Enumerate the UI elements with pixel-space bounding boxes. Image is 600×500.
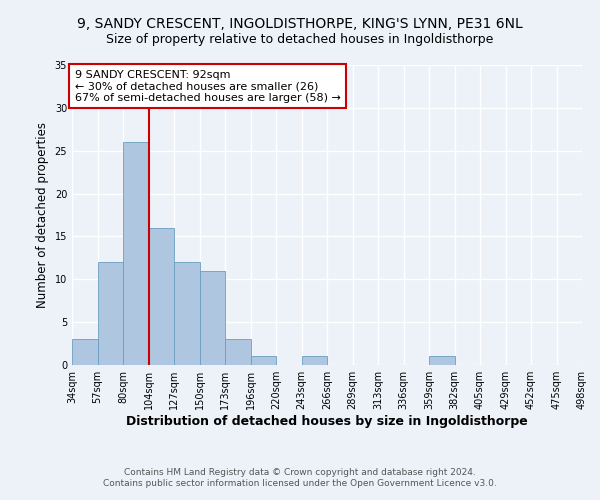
Bar bbox=[174, 262, 199, 365]
Bar bbox=[149, 228, 174, 365]
Bar bbox=[302, 356, 327, 365]
Bar bbox=[199, 270, 225, 365]
Bar bbox=[225, 340, 251, 365]
Bar bbox=[251, 356, 276, 365]
Bar bbox=[72, 340, 97, 365]
Text: 9 SANDY CRESCENT: 92sqm
← 30% of detached houses are smaller (26)
67% of semi-de: 9 SANDY CRESCENT: 92sqm ← 30% of detache… bbox=[74, 70, 340, 102]
Text: Size of property relative to detached houses in Ingoldisthorpe: Size of property relative to detached ho… bbox=[106, 32, 494, 46]
X-axis label: Distribution of detached houses by size in Ingoldisthorpe: Distribution of detached houses by size … bbox=[126, 415, 528, 428]
Bar bbox=[97, 262, 123, 365]
Bar bbox=[123, 142, 149, 365]
Text: Contains HM Land Registry data © Crown copyright and database right 2024.
Contai: Contains HM Land Registry data © Crown c… bbox=[103, 468, 497, 487]
Y-axis label: Number of detached properties: Number of detached properties bbox=[36, 122, 49, 308]
Bar bbox=[429, 356, 455, 365]
Text: 9, SANDY CRESCENT, INGOLDISTHORPE, KING'S LYNN, PE31 6NL: 9, SANDY CRESCENT, INGOLDISTHORPE, KING'… bbox=[77, 18, 523, 32]
